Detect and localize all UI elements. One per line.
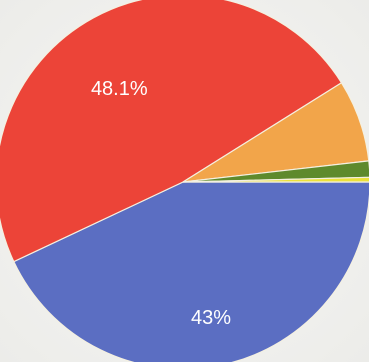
- pie-slice-5: [182, 176, 369, 183]
- data-label-1: 43%: [191, 307, 231, 329]
- pie-slice-1: [13, 181, 369, 362]
- pie-data-labels: 43% 48.1%: [91, 78, 231, 329]
- pie-slice-2: [0, 0, 343, 263]
- data-label-2: 48.1%: [91, 78, 148, 100]
